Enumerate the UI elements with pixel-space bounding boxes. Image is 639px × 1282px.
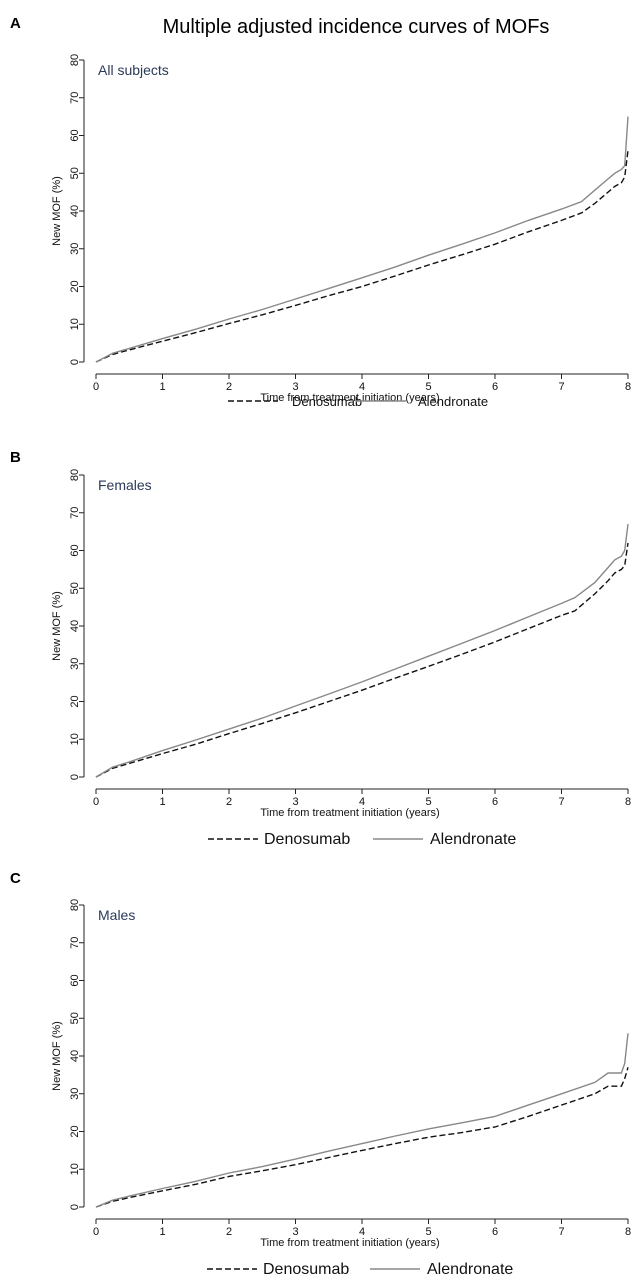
y-tick-label: 60 <box>69 544 81 556</box>
y-tick-label: 0 <box>69 774 81 780</box>
y-tick-label: 20 <box>69 1125 81 1137</box>
series-line-alendronate <box>95 524 629 778</box>
y-tick-label: 10 <box>69 733 81 745</box>
x-tick-label: 2 <box>226 1226 232 1238</box>
x-tick-label: 7 <box>558 796 564 808</box>
x-tick-label: 4 <box>359 1226 365 1238</box>
x-axis-label: Time from treatment initiation (years) <box>260 807 439 819</box>
panel-letter: C <box>10 870 21 887</box>
legend-label-alendronate: Alendronate <box>427 1261 513 1278</box>
panel-letter: A <box>10 15 21 32</box>
y-tick-label: 50 <box>69 167 81 179</box>
y-tick-label: 70 <box>69 507 81 519</box>
y-tick-label: 80 <box>69 54 81 66</box>
figure-title: Multiple adjusted incidence curves of MO… <box>163 16 550 38</box>
y-tick-label: 60 <box>69 129 81 141</box>
x-tick-label: 2 <box>226 796 232 808</box>
y-tick-label: 50 <box>69 1012 81 1024</box>
legend-label-denosumab: Denosumab <box>292 394 362 409</box>
panel-subtitle: All subjects <box>98 62 169 78</box>
y-tick-label: 60 <box>69 974 81 986</box>
y-tick-label: 10 <box>69 1163 81 1175</box>
x-axis-label: Time from treatment initiation (years) <box>260 1237 439 1249</box>
x-tick-label: 3 <box>292 796 298 808</box>
x-tick-label: 8 <box>625 796 631 808</box>
y-tick-label: 10 <box>69 318 81 330</box>
y-tick-label: 70 <box>69 92 81 104</box>
x-tick-label: 5 <box>425 381 431 393</box>
y-tick-label: 0 <box>69 359 81 365</box>
series-line-alendronate <box>95 116 629 363</box>
legend: Denosumab Alendronate <box>207 1261 513 1278</box>
x-tick-label: 3 <box>292 1226 298 1238</box>
series-line-denosumab <box>95 150 629 363</box>
series-line-denosumab <box>95 542 629 778</box>
series-line-denosumab <box>95 1067 629 1208</box>
x-tick-label: 6 <box>492 381 498 393</box>
x-tick-label: 8 <box>625 381 631 393</box>
chart-panel-c: C 0 10 20 30 40 50 60 70 80 0 1 2 3 4 5 6 7 8 Time from tre… <box>10 870 631 1278</box>
y-tick-label: 30 <box>69 1088 81 1100</box>
y-axis-label: New MOF (%) <box>51 1021 63 1091</box>
legend: Denosumab Alendronate <box>228 394 488 409</box>
legend-label-denosumab: Denosumab <box>264 831 350 848</box>
y-tick-label: 20 <box>69 280 81 292</box>
y-tick-label: 80 <box>69 899 81 911</box>
y-tick-label: 40 <box>69 205 81 217</box>
x-tick-label: 7 <box>558 1226 564 1238</box>
y-tick-label: 80 <box>69 469 81 481</box>
x-tick-label: 4 <box>359 381 365 393</box>
x-tick-label: 1 <box>159 796 165 808</box>
y-tick-label: 50 <box>69 582 81 594</box>
legend-label-denosumab: Denosumab <box>263 1261 349 1278</box>
x-tick-label: 2 <box>226 381 232 393</box>
x-tick-label: 8 <box>625 1226 631 1238</box>
panel-subtitle: Females <box>98 477 152 493</box>
y-tick-label: 40 <box>69 1050 81 1062</box>
panel-subtitle: Males <box>98 907 135 923</box>
x-tick-label: 5 <box>425 796 431 808</box>
x-tick-label: 6 <box>492 796 498 808</box>
legend-label-alendronate: Alendronate <box>418 394 488 409</box>
panel-letter: B <box>10 449 21 466</box>
x-tick-label: 7 <box>558 381 564 393</box>
legend: Denosumab Alendronate <box>208 831 516 848</box>
x-tick-label: 0 <box>93 381 99 393</box>
x-tick-label: 1 <box>159 1226 165 1238</box>
y-tick-label: 30 <box>69 243 81 255</box>
y-tick-label: 30 <box>69 658 81 670</box>
x-tick-label: 1 <box>159 381 165 393</box>
series-line-alendronate <box>95 1033 629 1208</box>
x-tick-label: 6 <box>492 1226 498 1238</box>
y-tick-label: 40 <box>69 620 81 632</box>
y-tick-label: 70 <box>69 937 81 949</box>
y-axis-label: New MOF (%) <box>51 591 63 661</box>
x-tick-label: 0 <box>93 796 99 808</box>
x-tick-label: 3 <box>292 381 298 393</box>
legend-label-alendronate: Alendronate <box>430 831 516 848</box>
x-tick-label: 4 <box>359 796 365 808</box>
y-axis-label: New MOF (%) <box>51 176 63 246</box>
x-tick-label: 0 <box>93 1226 99 1238</box>
y-tick-label: 20 <box>69 695 81 707</box>
chart-panel-b: B 0 10 20 30 40 50 60 70 80 0 1 2 3 4 5 6 7 8 Time from tre… <box>10 449 631 848</box>
y-tick-label: 0 <box>69 1204 81 1210</box>
x-tick-label: 5 <box>425 1226 431 1238</box>
